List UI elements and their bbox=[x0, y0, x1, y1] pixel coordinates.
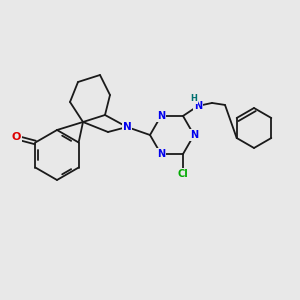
Text: N: N bbox=[190, 130, 198, 140]
Text: N: N bbox=[123, 122, 131, 132]
Text: N: N bbox=[157, 111, 165, 121]
Text: Cl: Cl bbox=[178, 169, 188, 179]
Text: O: O bbox=[12, 133, 21, 142]
Text: N: N bbox=[157, 149, 165, 159]
Text: H: H bbox=[190, 94, 197, 103]
Text: N: N bbox=[194, 101, 202, 111]
